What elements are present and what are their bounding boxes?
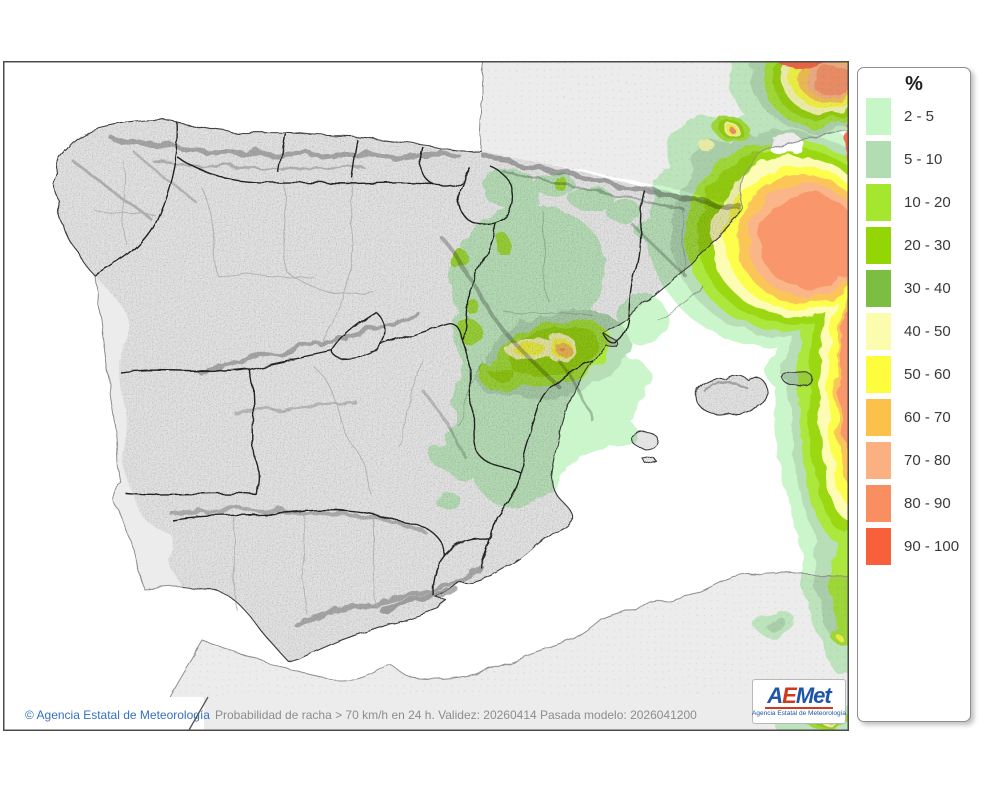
- legend-label: 70 - 80: [904, 452, 951, 469]
- region-borders: [94, 121, 646, 596]
- copyright-text: © Agencia Estatal de Meteorología: [25, 708, 210, 722]
- zero-probability-pocket: [768, 134, 804, 156]
- legend-row: 40 - 50: [866, 313, 970, 350]
- footer-band: © Agencia Estatal de Meteorología Probab…: [4, 696, 849, 731]
- legend-label: 10 - 20: [904, 194, 951, 211]
- legend-swatch: [866, 442, 891, 479]
- legend-swatch: [866, 227, 891, 264]
- legend-swatch: [866, 270, 891, 307]
- legend-swatch: [866, 399, 891, 436]
- legend-label: 2 - 5: [904, 108, 935, 125]
- map-canvas: © Agencia Estatal de Meteorología Probab…: [3, 61, 849, 731]
- portugal-landmass: [95, 276, 181, 589]
- legend-panel: % 2 - 5 5 - 10 10 - 20 20 - 30 30 - 40 4…: [857, 67, 971, 722]
- legend-row: 30 - 40: [866, 270, 970, 307]
- legend-swatch: [866, 313, 891, 350]
- legend-row: 10 - 20: [866, 184, 970, 221]
- footer-divider: [188, 696, 209, 731]
- legend-rows: 2 - 5 5 - 10 10 - 20 20 - 30 30 - 40 40 …: [858, 95, 970, 565]
- legend-swatch: [866, 98, 891, 135]
- aemet-logo: AEMet Agencia Estatal de Meteorología: [752, 679, 846, 724]
- legend-swatch: [866, 356, 891, 393]
- legend-row: 70 - 80: [866, 442, 970, 479]
- aemet-logo-subtitle: Agencia Estatal de Meteorología: [752, 710, 846, 717]
- legend-title: %: [905, 73, 923, 95]
- band-80-90: [559, 66, 849, 458]
- legend-row: 50 - 60: [866, 356, 970, 393]
- legend-row: 60 - 70: [866, 399, 970, 436]
- legend-label: 20 - 30: [904, 237, 951, 254]
- legend-label: 30 - 40: [904, 280, 951, 297]
- legend-row: 80 - 90: [866, 485, 970, 522]
- legend-row: 90 - 100: [866, 528, 970, 565]
- probability-overlay: [431, 61, 849, 727]
- legend-row: 2 - 5: [866, 98, 970, 135]
- aemet-logo-text: AEMet: [765, 683, 833, 709]
- logo-letter-e: E: [782, 683, 797, 708]
- footer-info-text: Probabilidad de racha > 70 km/h en 24 h.…: [215, 708, 697, 722]
- legend-label: 50 - 60: [904, 366, 951, 383]
- legend-row: 5 - 10: [866, 141, 970, 178]
- legend-label: 5 - 10: [904, 151, 943, 168]
- legend-swatch: [866, 141, 891, 178]
- legend-label: 90 - 100: [904, 538, 960, 555]
- ibiza: [632, 432, 658, 449]
- logo-letters-met: Met: [795, 683, 832, 708]
- legend-swatch: [866, 485, 891, 522]
- legend-label: 60 - 70: [904, 409, 951, 426]
- legend-row: 20 - 30: [866, 227, 970, 264]
- map-frame: © Agencia Estatal de Meteorología Probab…: [3, 61, 849, 731]
- logo-letter-a: A: [767, 683, 783, 708]
- legend-label: 80 - 90: [904, 495, 951, 512]
- coastlines: [52, 61, 849, 731]
- map-frame-border: [3, 61, 849, 731]
- legend-label: 40 - 50: [904, 323, 951, 340]
- neighbour-landmasses: [95, 61, 849, 731]
- legend-swatch: [866, 528, 891, 565]
- legend-swatch: [866, 184, 891, 221]
